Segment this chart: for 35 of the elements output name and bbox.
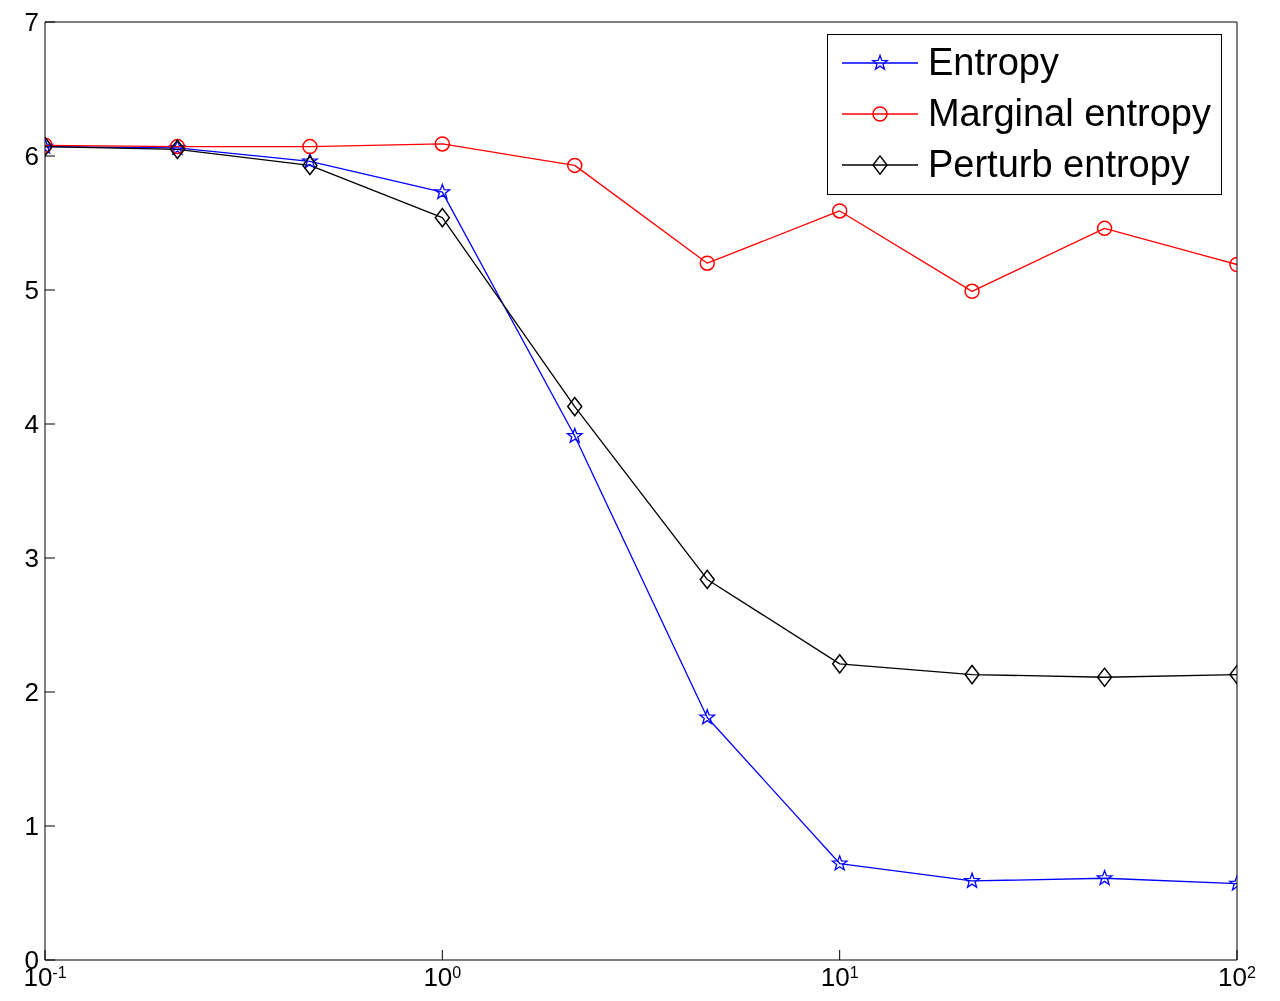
point xyxy=(566,396,583,417)
point xyxy=(434,207,451,228)
x-tick-label: 10$^{2}$ xyxy=(1218,962,1257,992)
y-tick-label: 2 xyxy=(24,677,39,707)
point xyxy=(964,664,980,685)
point xyxy=(566,157,583,174)
point xyxy=(301,153,318,169)
point xyxy=(1096,220,1113,237)
point xyxy=(699,709,716,725)
legend-label: Entropy xyxy=(927,41,1059,84)
point xyxy=(831,654,848,674)
point xyxy=(831,855,848,871)
point xyxy=(434,136,451,152)
point xyxy=(1096,667,1113,688)
point xyxy=(831,203,848,219)
legend-label: Marginal entropy xyxy=(927,92,1211,135)
x-tick-label: 10$^{1}$ xyxy=(820,962,859,992)
point xyxy=(964,283,980,300)
y-tick-label: 1 xyxy=(24,811,39,841)
point xyxy=(302,138,318,155)
y-tick-label: 4 xyxy=(24,409,39,439)
x-tick-label: 10$^{0}$ xyxy=(423,962,462,992)
y-tick-label: 7 xyxy=(24,7,39,37)
point xyxy=(699,569,715,590)
point xyxy=(566,427,583,443)
point xyxy=(169,139,186,160)
legend-label: Perturb entropy xyxy=(927,143,1190,186)
point xyxy=(699,255,715,271)
point xyxy=(964,872,981,888)
y-tick-label: 5 xyxy=(24,275,39,305)
point xyxy=(302,155,318,176)
y-tick-label: 6 xyxy=(24,141,39,171)
y-tick-label: 3 xyxy=(24,543,39,573)
point xyxy=(1096,869,1113,886)
point xyxy=(434,183,451,200)
